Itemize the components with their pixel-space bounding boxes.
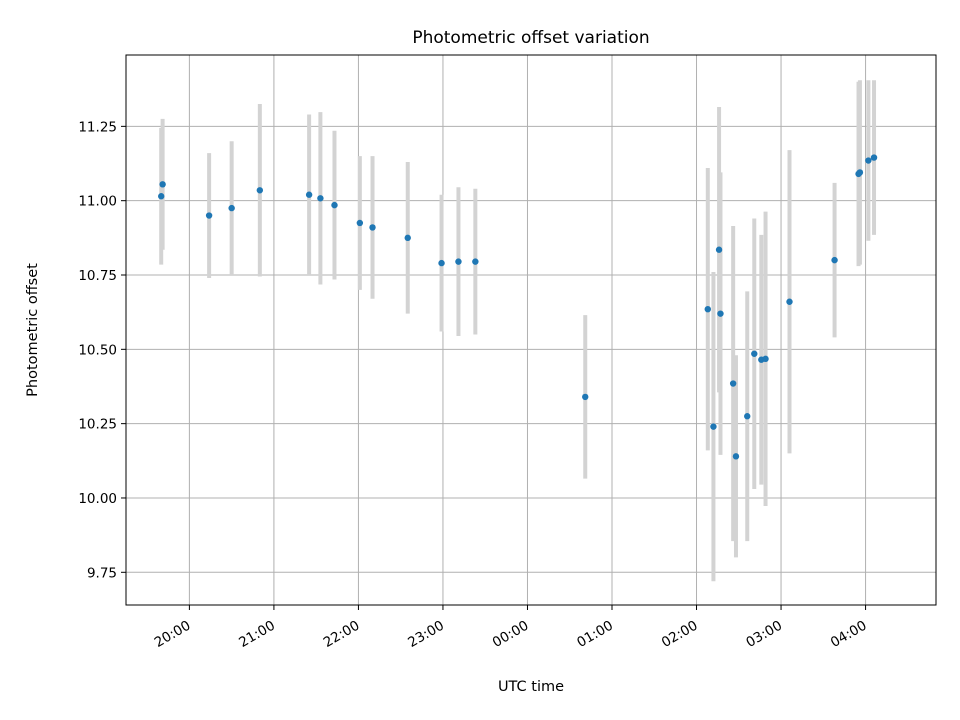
data-point [205, 212, 213, 219]
chart-title: Photometric offset variation [412, 28, 649, 48]
data-point [831, 256, 838, 264]
data-point [404, 234, 411, 242]
y-tick-label: 11.25 [78, 119, 117, 135]
data-point [865, 157, 872, 164]
data-point [158, 193, 165, 200]
data-point [870, 154, 878, 161]
data-points [158, 154, 878, 460]
y-axis-title: Photometric offset [25, 263, 41, 397]
y-tick-label: 9.75 [87, 565, 117, 581]
data-point [856, 169, 864, 176]
data-point [331, 201, 338, 209]
data-point [305, 191, 313, 198]
grid [126, 55, 936, 605]
data-point [744, 413, 751, 420]
data-point [717, 310, 724, 317]
y-tick-label: 10.50 [78, 342, 117, 358]
data-point [228, 204, 235, 212]
data-point [455, 258, 462, 265]
plot-frame [125, 54, 937, 606]
data-point [159, 181, 166, 188]
x-axis-title: UTC time [498, 679, 564, 695]
data-point [356, 219, 364, 227]
data-point [369, 224, 376, 231]
y-tick-label: 10.00 [78, 491, 117, 507]
y-tick-label: 11.00 [78, 194, 117, 210]
data-point [729, 380, 737, 387]
data-point [710, 423, 717, 430]
y-tick-label: 10.25 [78, 417, 117, 433]
data-point [704, 305, 711, 313]
data-point [732, 453, 740, 460]
data-point [751, 350, 758, 357]
data-point [317, 195, 324, 202]
data-point [438, 259, 445, 267]
y-axis: 9.75 10.00 10.25 10.50 10.75 11.00 11.25 [78, 119, 126, 581]
y-tick-label: 10.75 [78, 268, 117, 284]
data-point [472, 258, 479, 265]
data-point [762, 355, 769, 363]
data-point [582, 393, 589, 401]
data-point [256, 187, 264, 194]
data-point [786, 298, 793, 305]
data-point [715, 246, 723, 253]
